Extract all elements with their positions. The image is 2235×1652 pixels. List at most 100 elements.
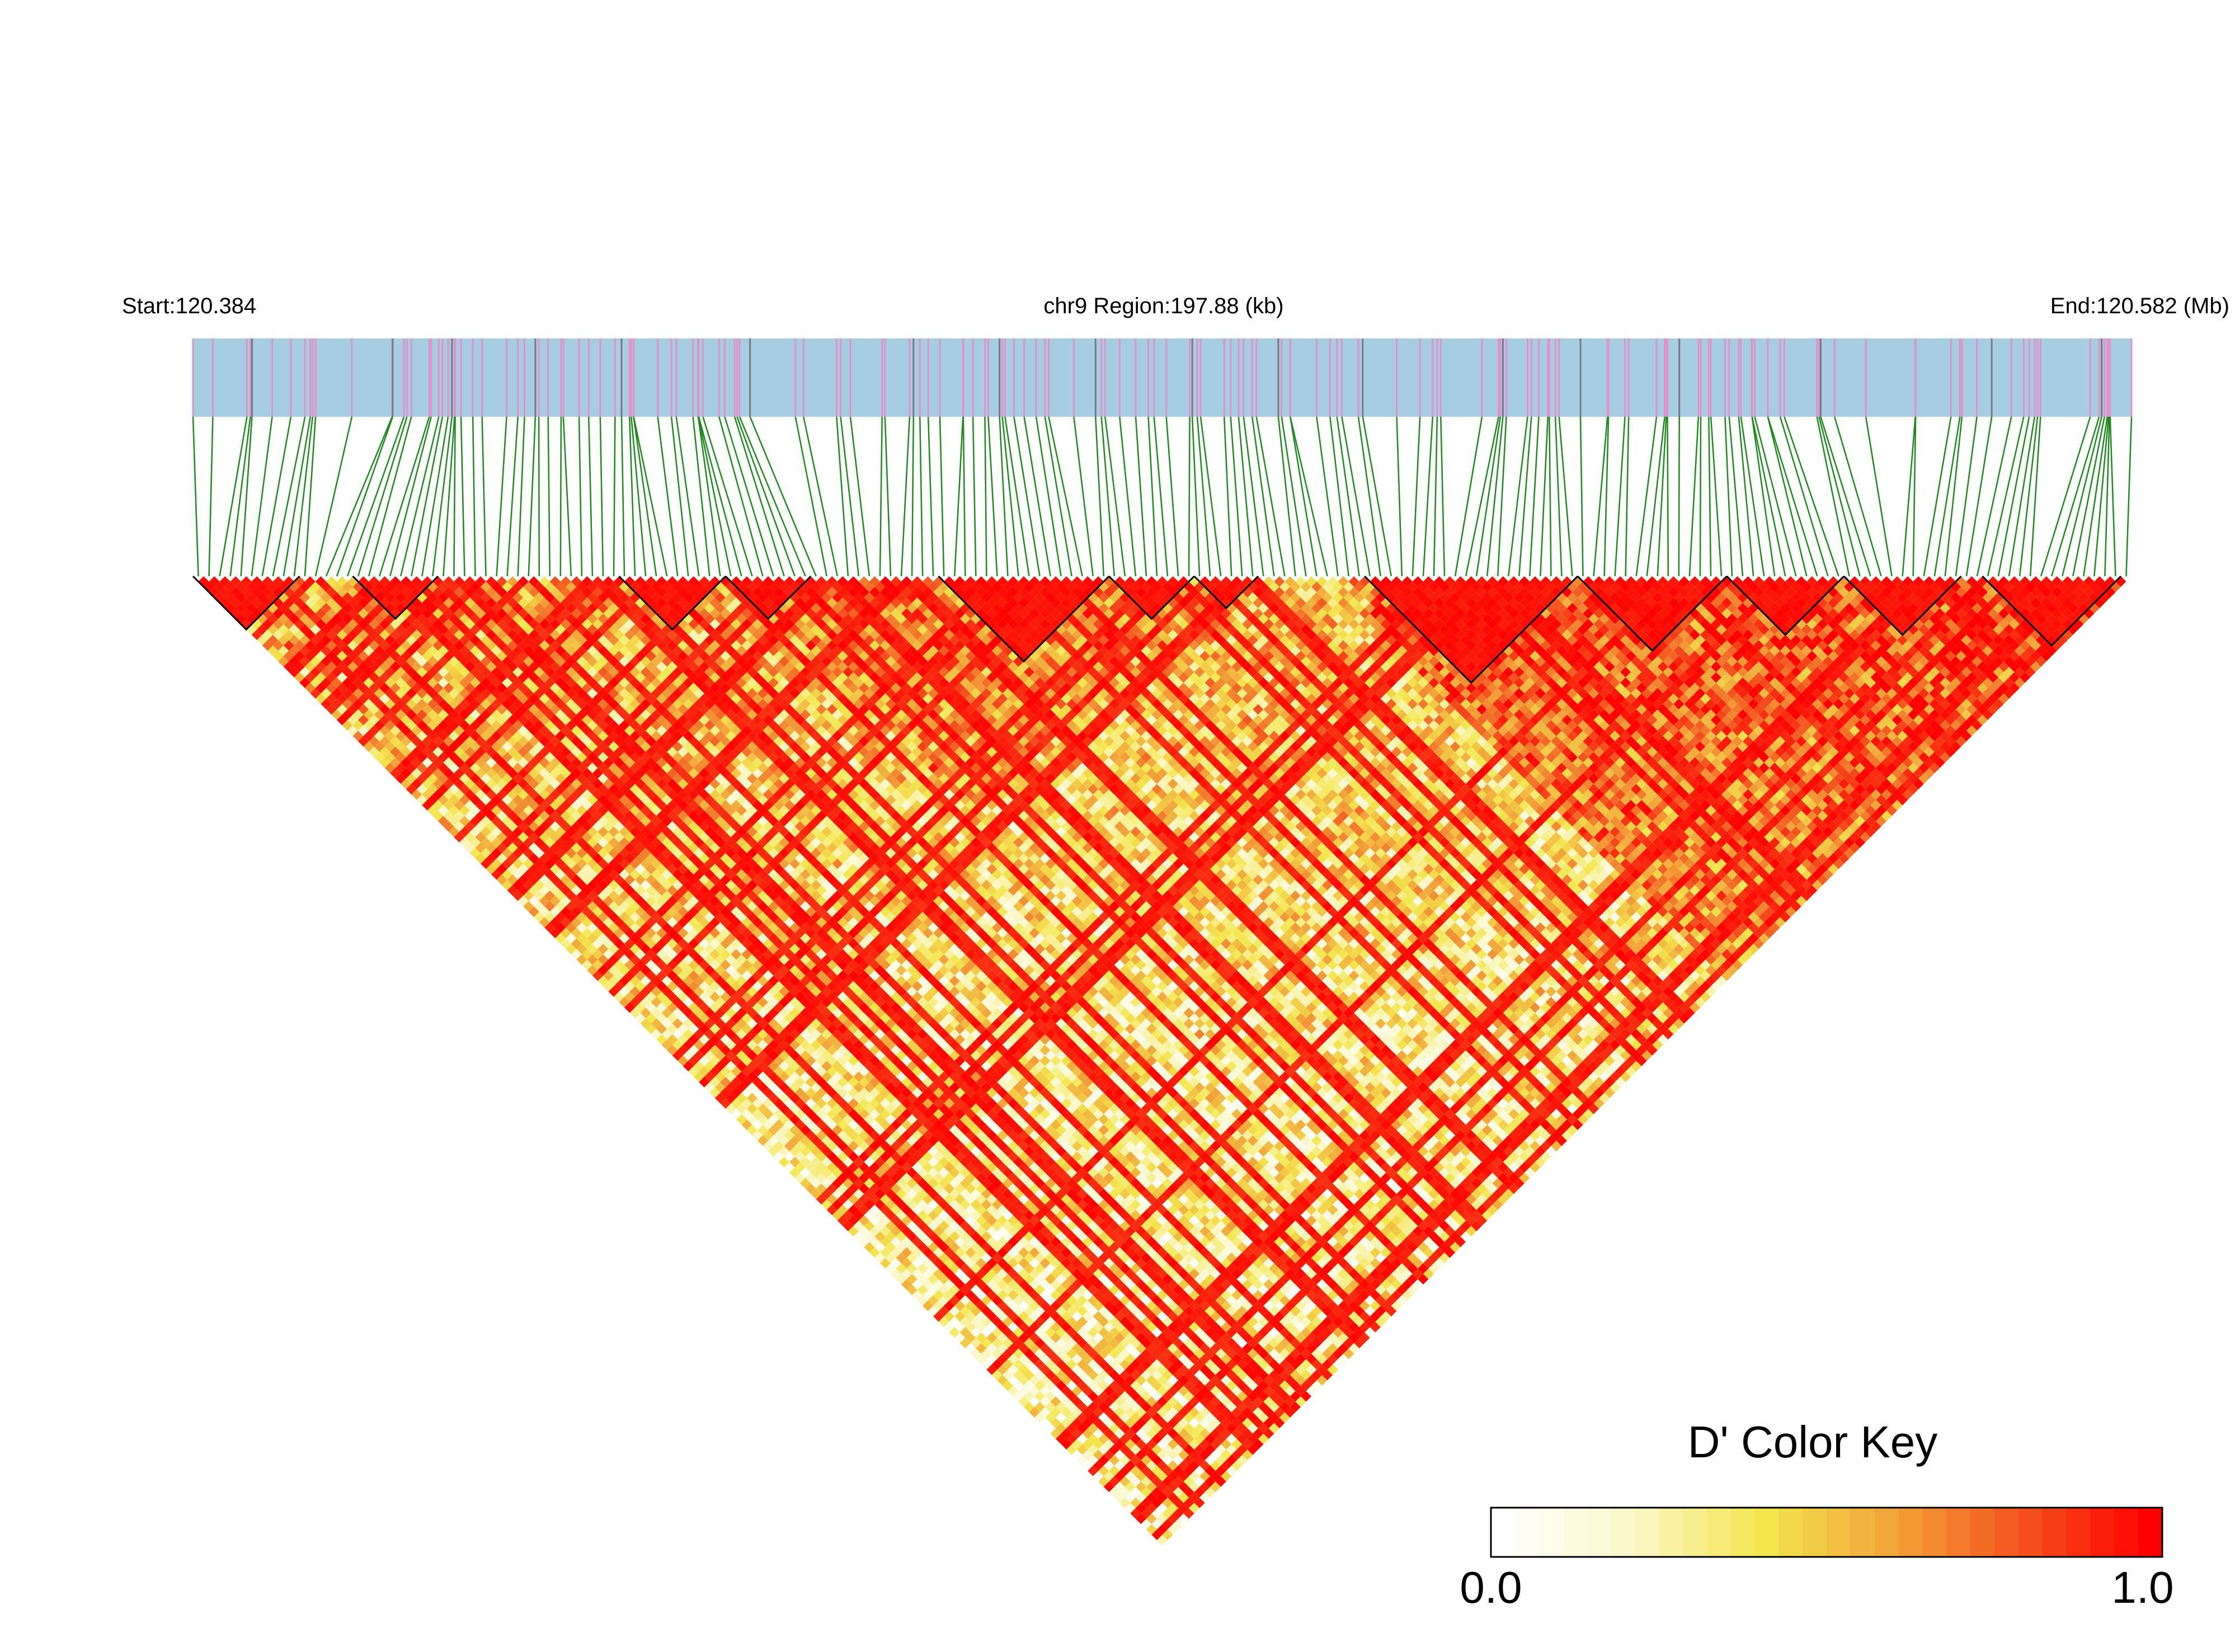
ld-cell: [938, 1295, 949, 1306]
ld-cell: [1146, 1513, 1157, 1524]
snp-connector: [1923, 416, 1952, 577]
ld-cell: [768, 1124, 779, 1136]
ld-cell: [986, 1343, 997, 1354]
ld-cell: [976, 1332, 987, 1343]
ld-cell: [747, 1124, 758, 1136]
snp-connector: [1699, 416, 1702, 577]
ld-cell: [837, 1194, 848, 1205]
snp-connector: [368, 416, 412, 577]
snp-connector: [578, 416, 583, 577]
ld-cell: [699, 1076, 710, 1088]
ld-cell: [912, 1258, 923, 1269]
ld-cell: [896, 1263, 907, 1274]
ld-cell: [869, 1236, 880, 1248]
ld-cell: [1050, 1407, 1061, 1418]
snp-connector: [1362, 416, 1392, 577]
ld-cell: [337, 714, 348, 726]
ld-cell: [1162, 1518, 1173, 1529]
ld-cell: [486, 842, 497, 853]
ld-cell: [853, 1199, 864, 1210]
ld-cell: [938, 1316, 949, 1328]
ld-cell: [1008, 1364, 1019, 1375]
ld-cell: [283, 661, 294, 672]
ld-cell: [976, 1353, 987, 1364]
snp-connector: [987, 416, 998, 577]
ld-cell: [406, 763, 417, 774]
ld-cell: [1162, 1529, 1173, 1540]
ld-cell: [437, 816, 449, 827]
ld-cell: [278, 634, 289, 646]
ld-cell: [1109, 1465, 1120, 1476]
ld-cell: [523, 890, 534, 901]
snp-connector: [1316, 416, 1339, 577]
ld-cell: [416, 763, 427, 774]
snp-connector: [698, 416, 742, 577]
ld-cell: [816, 1162, 827, 1173]
ld-cell: [858, 1236, 869, 1248]
ld-cell: [843, 1220, 854, 1231]
ld-cell: [949, 1306, 960, 1317]
snp-connector: [1191, 416, 1201, 577]
ld-cell: [891, 1236, 902, 1248]
ld-cell: [731, 1076, 742, 1088]
snp-connector: [939, 416, 945, 577]
ld-cell: [571, 917, 582, 928]
ld-cell: [555, 901, 566, 912]
snp-connector: [962, 416, 966, 577]
ld-cell: [369, 714, 380, 726]
ld-cell: [544, 911, 556, 923]
snp-connector: [900, 416, 911, 577]
snp-connector: [1153, 416, 1169, 577]
ld-cell: [1002, 1380, 1013, 1391]
ld-cell: [651, 997, 662, 1008]
snp-connector: [1433, 416, 1438, 577]
ld-cell: [304, 683, 316, 694]
ld-cell: [491, 837, 502, 848]
snp-connector: [1579, 416, 1584, 577]
ld-cell: [763, 1141, 774, 1152]
ld-cell: [481, 848, 492, 859]
snp-connector: [698, 416, 732, 577]
ld-cell: [486, 864, 497, 875]
snp-connector: [849, 416, 871, 577]
ld-cell: [459, 805, 470, 816]
ld-cell: [1146, 1524, 1157, 1535]
ld-cell: [1066, 1423, 1077, 1434]
ld-cell: [981, 1359, 992, 1370]
ld-cell: [1061, 1407, 1072, 1418]
ld-cell: [970, 1338, 981, 1349]
ld-cell: [954, 1321, 966, 1333]
ld-cell: [395, 752, 406, 763]
ld-cell: [965, 1321, 976, 1333]
ld-cell: [315, 693, 326, 704]
snp-connector: [1223, 416, 1232, 577]
ld-cell: [581, 938, 592, 949]
ld-cell: [1071, 1428, 1083, 1439]
ld-cell: [304, 651, 316, 662]
ld-cell: [699, 1055, 710, 1066]
ld-cell: [677, 1034, 689, 1045]
snp-connector: [1044, 416, 1072, 577]
snp-connector: [2040, 416, 2091, 577]
snp-connector: [1635, 416, 1658, 577]
ld-cell: [901, 1258, 912, 1269]
ld-cell: [523, 901, 534, 912]
ld-cell: [1029, 1396, 1040, 1407]
ld-cell: [283, 629, 294, 641]
ld-cell: [571, 938, 582, 949]
snp-connector: [1465, 416, 1499, 577]
ld-cell: [310, 677, 321, 688]
ld-cell: [549, 928, 561, 939]
ld-cell: [321, 666, 332, 677]
ld-cell: [1156, 1524, 1168, 1535]
ld-cell: [544, 890, 556, 901]
ld-cell: [651, 1008, 662, 1019]
ld-cell: [1061, 1428, 1072, 1439]
ld-cell: [629, 986, 641, 997]
ld-cell: [699, 1044, 710, 1056]
ld-cell: [640, 986, 651, 997]
ld-cell: [826, 1183, 837, 1194]
ld-cell: [299, 645, 310, 656]
snp-connector: [1540, 416, 1549, 577]
ld-cell: [464, 831, 476, 843]
